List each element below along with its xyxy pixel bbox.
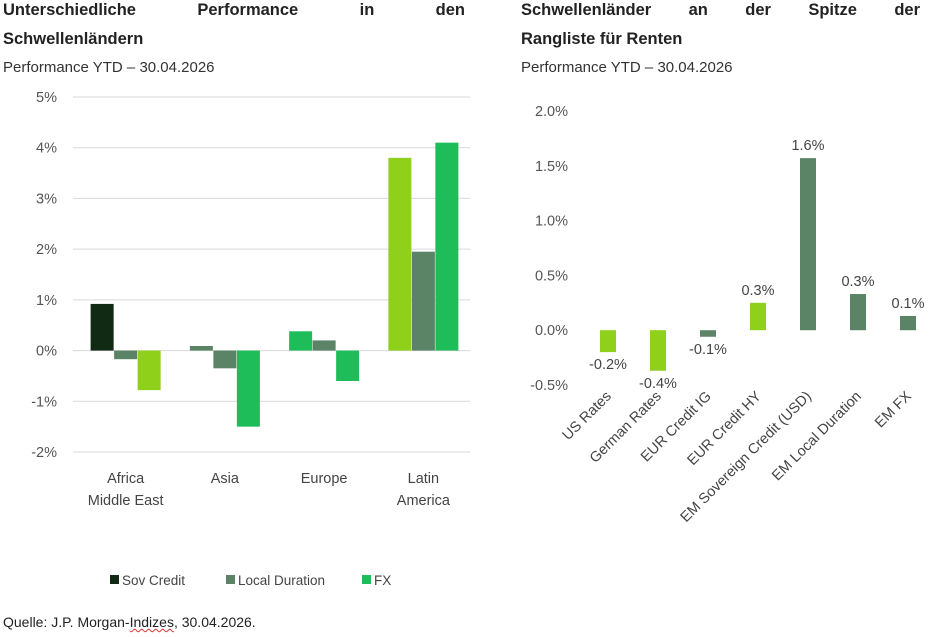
x-category-label: Europe (301, 471, 348, 487)
y-tick-label: -0.5% (530, 378, 568, 394)
data-label: -0.1% (689, 342, 727, 358)
x-category-label: America (397, 493, 451, 509)
left-title-line2: Schwellenländern (3, 30, 144, 48)
right-title-line1: Schwellenländer an der Spitze der (521, 0, 920, 25)
bar-sov-credit (90, 303, 114, 351)
data-label: 0.3% (741, 283, 774, 299)
bar (900, 315, 916, 331)
right-title-line2: Rangliste für Renten (521, 30, 683, 48)
y-tick-label: 1.0% (535, 214, 568, 230)
x-category-label: Asia (211, 471, 240, 487)
source-suffix: , 30.04.2026. (173, 614, 256, 630)
x-category-label: Latin (408, 471, 439, 487)
legend-label: Local Duration (238, 573, 325, 588)
source-underlined: Indizes (129, 614, 174, 630)
bar (600, 330, 616, 353)
bar-local-duration (411, 251, 435, 351)
x-category-label: Middle East (88, 493, 164, 509)
right-title-word: Schwellenländer (521, 1, 652, 19)
left-chart-title: Unterschiedliche Performance in den Schw… (3, 0, 465, 54)
legend-swatch (226, 575, 235, 584)
bar (850, 294, 866, 331)
y-tick-label: -2% (31, 445, 57, 461)
bar (650, 330, 666, 371)
x-category-label: EM FX (872, 388, 915, 431)
y-tick-label: 0% (36, 344, 57, 360)
y-tick-label: 1.5% (535, 159, 568, 175)
y-tick-label: -1% (31, 394, 57, 410)
bar-fx (336, 350, 360, 381)
data-label: -0.2% (589, 357, 627, 373)
y-tick-label: 2% (36, 242, 57, 258)
source-prefix: Quelle: J.P. Morgan- (3, 614, 130, 630)
bar-sov-credit (189, 346, 213, 351)
left-title-line1: Unterschiedliche Performance in den (3, 0, 465, 25)
right-chart-title: Schwellenländer an der Spitze der Rangli… (521, 0, 920, 54)
y-tick-label: 4% (36, 141, 57, 157)
data-label: -0.4% (639, 376, 677, 392)
right-title-word: der (894, 1, 921, 19)
left-title-word: in (359, 1, 375, 19)
right-title-word: an (688, 1, 708, 19)
left-title-word: Unterschiedliche (3, 1, 136, 19)
bar-fx (236, 350, 260, 427)
y-tick-label: 1% (36, 293, 57, 309)
bar (800, 158, 816, 331)
bar-fx (435, 142, 459, 351)
x-category-label: Africa (107, 471, 145, 487)
right-title-word: Spitze (808, 1, 857, 19)
bar-fx (137, 350, 161, 391)
x-category-label: EM Local Duration (769, 389, 865, 485)
y-tick-label: 0.0% (535, 323, 568, 339)
bar (700, 330, 716, 337)
bar-sov-credit (289, 331, 313, 351)
data-label: 1.6% (791, 138, 824, 154)
right-chart-subtitle: Performance YTD – 30.04.2026 (521, 59, 733, 76)
y-tick-label: 3% (36, 191, 57, 207)
bar-local-duration (312, 340, 336, 351)
bar-sov-credit (388, 157, 412, 351)
source-note: Quelle: J.P. Morgan-Indizes, 30.04.2026. (3, 614, 256, 630)
y-tick-label: 5% (36, 90, 57, 106)
legend-label: Sov Credit (122, 573, 185, 588)
legend-label: FX (374, 573, 391, 588)
right-title-word: der (745, 1, 771, 19)
left-chart-subtitle: Performance YTD – 30.04.2026 (3, 59, 215, 76)
bar-local-duration (114, 350, 138, 360)
data-label: 0.1% (891, 296, 924, 312)
legend-swatch (362, 575, 371, 584)
bar-local-duration (213, 350, 237, 369)
y-tick-label: 0.5% (535, 268, 568, 284)
left-title-word: Performance (197, 1, 299, 19)
bar (750, 302, 766, 331)
y-tick-label: 2.0% (535, 104, 568, 120)
left-title-word: den (435, 1, 465, 19)
legend-swatch (110, 575, 119, 584)
data-label: 0.3% (841, 274, 874, 290)
